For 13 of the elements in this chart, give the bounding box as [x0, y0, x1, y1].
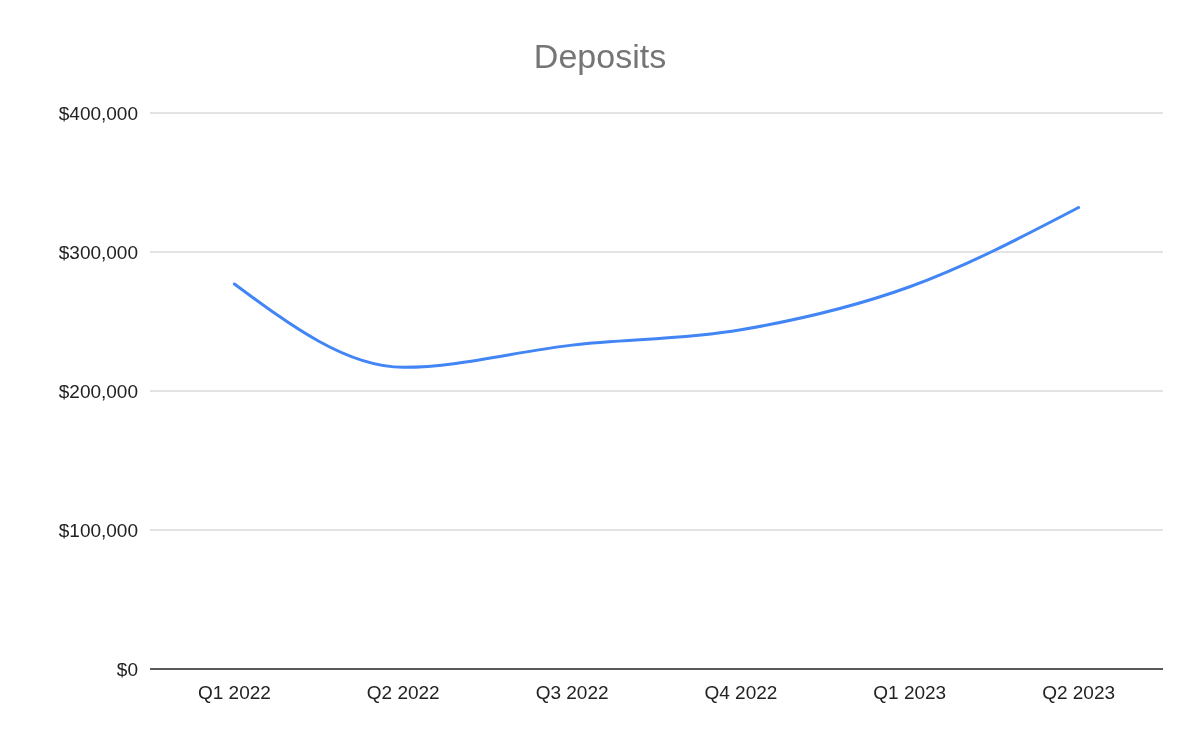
- y-tick-label: $400,000: [58, 102, 138, 124]
- y-tick-label: $200,000: [58, 380, 138, 402]
- x-tick-label: Q1 2022: [197, 682, 271, 703]
- y-tick-label: $300,000: [58, 241, 138, 263]
- y-tick-label: $0: [116, 658, 138, 680]
- line-series: [232, 206, 1081, 369]
- x-tick-label: Q2 2023: [1042, 682, 1116, 703]
- y-tick-label: $100,000: [58, 519, 138, 541]
- x-tick-label: Q2 2022: [366, 682, 440, 703]
- chart-title: Deposits: [533, 37, 667, 75]
- x-tick-label: Q4 2022: [704, 682, 778, 703]
- x-tick-label: Q1 2023: [873, 682, 947, 703]
- x-tick-label: Q3 2022: [535, 682, 609, 703]
